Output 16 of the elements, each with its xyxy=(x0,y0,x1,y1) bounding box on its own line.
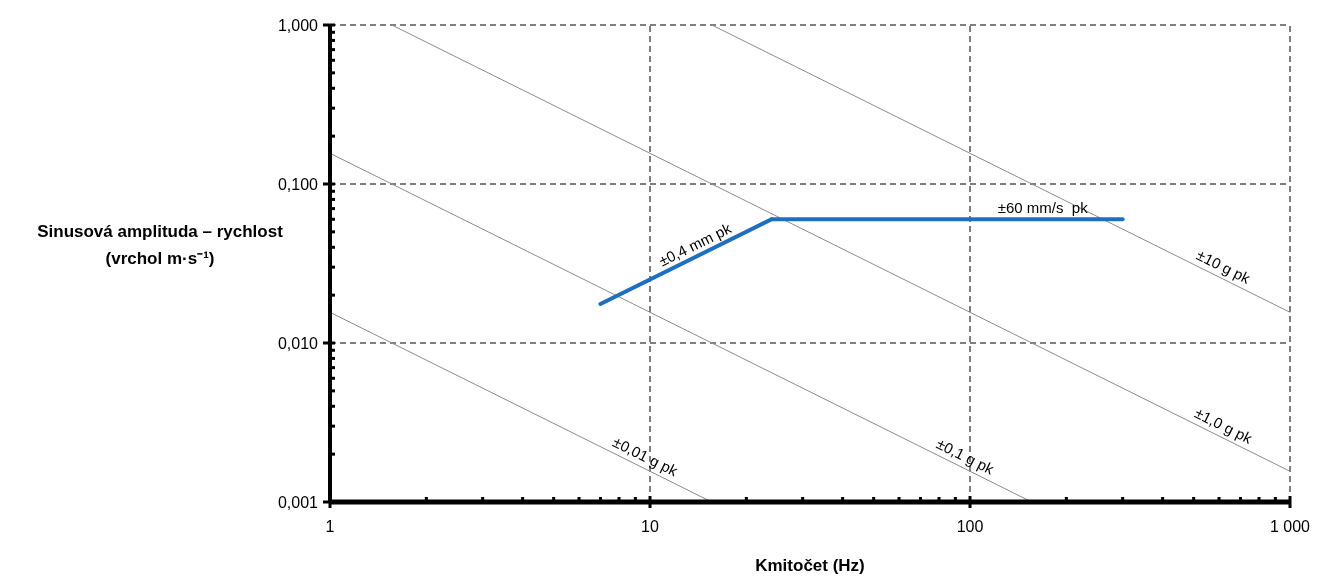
text: ±0,01 g pk xyxy=(610,432,681,480)
y-tick-label: 0,100 xyxy=(277,176,319,193)
text: ±10 g pk xyxy=(1193,246,1254,288)
series-label: ±60 mm/s pk xyxy=(997,199,1089,217)
text: ±0,1 g pk xyxy=(933,434,998,478)
x-tick-label: 1 000 xyxy=(1269,518,1311,535)
y-axis-title: Sinusová amplituda – rychlost (vrchol m·s⁻¹) xyxy=(37,222,284,268)
x-tick-label: 100 xyxy=(956,518,984,535)
y-tick-label: 0,010 xyxy=(277,335,319,352)
text: ±1,0 g pk xyxy=(1192,404,1256,447)
y-tick-label: 0,001 xyxy=(277,494,319,511)
x-tick-label: 1 xyxy=(325,518,335,535)
x-axis-title: Kmitočet (Hz) xyxy=(755,556,865,575)
text: ±0,4 mm pk xyxy=(656,219,735,270)
x-tick-label: 10 xyxy=(641,518,659,535)
y-tick-label: 1,000 xyxy=(277,17,319,34)
